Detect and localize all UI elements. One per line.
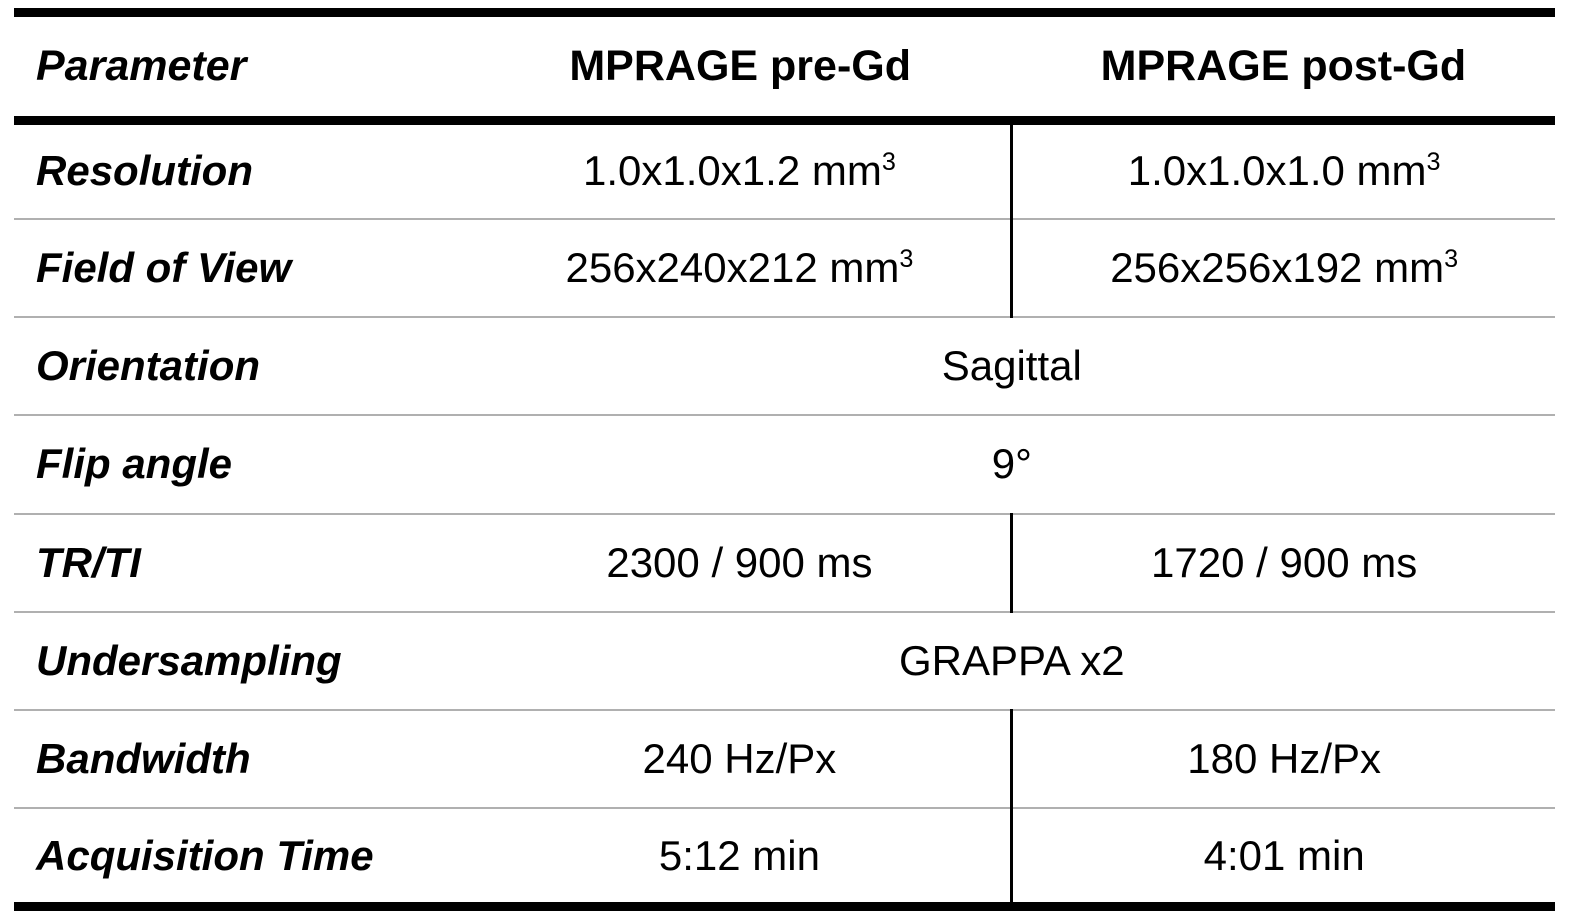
bandwidth-post-gd-cell: 180 Hz/Px xyxy=(1010,708,1555,809)
row-resolution: Resolution 1.0x1.0x1.2 mm3 1.0x1.0x1.0 m… xyxy=(14,120,1555,219)
superscript: 3 xyxy=(899,244,914,273)
superscript: 3 xyxy=(1426,148,1441,177)
acq-time-post-gd-cell: 4:01 min xyxy=(1010,807,1555,907)
cell-text: 256x240x212 mm xyxy=(565,243,900,291)
parameter-label: Orientation xyxy=(14,315,469,416)
parameter-label: Flip angle xyxy=(14,414,469,514)
row-acquisition-time: Acquisition Time 5:12 min 4:01 min xyxy=(14,807,1555,907)
bandwidth-pre-gd-cell: 240 Hz/Px xyxy=(468,708,1012,809)
row-field-of-view: Field of View 256x240x212 mm3 256x256x19… xyxy=(14,217,1555,317)
superscript: 3 xyxy=(881,148,896,177)
row-flip-angle: Flip angle 9° xyxy=(14,414,1555,514)
undersampling-shared-cell: GRAPPA x2 xyxy=(468,610,1555,710)
superscript: 3 xyxy=(1444,244,1459,273)
header-row: Parameter MPRAGE pre-Gd MPRAGE post-Gd xyxy=(14,12,1555,125)
row-orientation: Orientation Sagittal xyxy=(14,315,1555,416)
parameter-label: TR/TI xyxy=(14,512,469,612)
row-tr-ti: TR/TI 2300 / 900 ms 1720 / 900 ms xyxy=(14,512,1555,612)
tr-ti-pre-gd-cell: 2300 / 900 ms xyxy=(468,512,1012,612)
parameter-label: Bandwidth xyxy=(14,708,469,809)
col-header-mprage-post-gd: MPRAGE post-Gd xyxy=(1011,12,1555,125)
parameter-label: Acquisition Time xyxy=(14,807,469,907)
fov-post-gd-cell: 256x256x192 mm3 xyxy=(1010,217,1555,317)
resolution-pre-gd-cell: 1.0x1.0x1.2 mm3 xyxy=(469,121,1012,219)
flip-angle-shared-cell: 9° xyxy=(468,414,1555,514)
col-header-parameter: Parameter xyxy=(14,12,469,125)
table-body: Resolution 1.0x1.0x1.2 mm3 1.0x1.0x1.0 m… xyxy=(14,120,1555,907)
cell-text: 1.0x1.0x1.2 mm xyxy=(583,147,882,195)
parameter-label: Field of View xyxy=(14,217,469,317)
parameter-label: Resolution xyxy=(36,147,253,195)
orientation-shared-cell: Sagittal xyxy=(468,315,1555,416)
fov-pre-gd-cell: 256x240x212 mm3 xyxy=(468,217,1012,317)
acq-time-pre-gd-cell: 5:12 min xyxy=(468,807,1012,907)
table-header: Parameter MPRAGE pre-Gd MPRAGE post-Gd xyxy=(14,12,1555,125)
parameter-label: Undersampling xyxy=(14,610,469,710)
row-bandwidth: Bandwidth 240 Hz/Px 180 Hz/Px xyxy=(14,708,1555,809)
resolution-post-gd-cell: 1.0x1.0x1.0 mm3 xyxy=(1010,120,1555,219)
col-header-mprage-pre-gd: MPRAGE pre-Gd xyxy=(468,12,1012,125)
cell-text: 256x256x192 mm xyxy=(1110,243,1445,291)
cell-text: 1.0x1.0x1.0 mm xyxy=(1127,147,1427,195)
tr-ti-post-gd-cell: 1720 / 900 ms xyxy=(1010,512,1555,612)
mprage-parameters-table: Parameter MPRAGE pre-Gd MPRAGE post-Gd R… xyxy=(14,8,1555,911)
row-undersampling: Undersampling GRAPPA x2 xyxy=(14,610,1555,710)
